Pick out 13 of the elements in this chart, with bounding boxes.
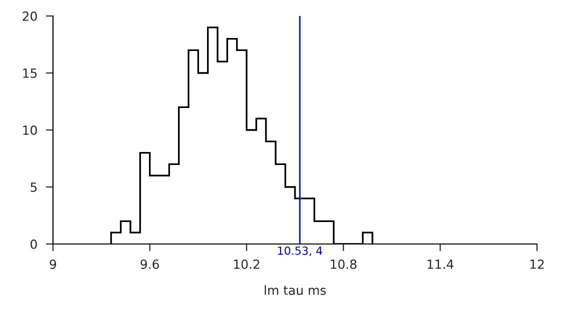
y-tick-label: 0 — [30, 239, 37, 249]
y-tick-label: 20 — [22, 11, 37, 21]
x-tick-label: 10.8 — [330, 260, 356, 269]
ref-line-label: 10.53, 4 — [278, 246, 322, 256]
x-axis-title: lm tau ms — [264, 285, 326, 295]
x-tick-label: 9 — [50, 260, 56, 269]
y-tick-label: 15 — [23, 68, 37, 78]
x-tick-label: 12 — [530, 260, 544, 269]
x-tick-label: 9.6 — [140, 260, 159, 269]
y-tick-label: 5 — [30, 182, 37, 192]
x-tick-label: 11.4 — [428, 260, 454, 269]
y-tick-label: 10 — [23, 125, 37, 135]
x-tick-label: 10.2 — [234, 260, 260, 269]
